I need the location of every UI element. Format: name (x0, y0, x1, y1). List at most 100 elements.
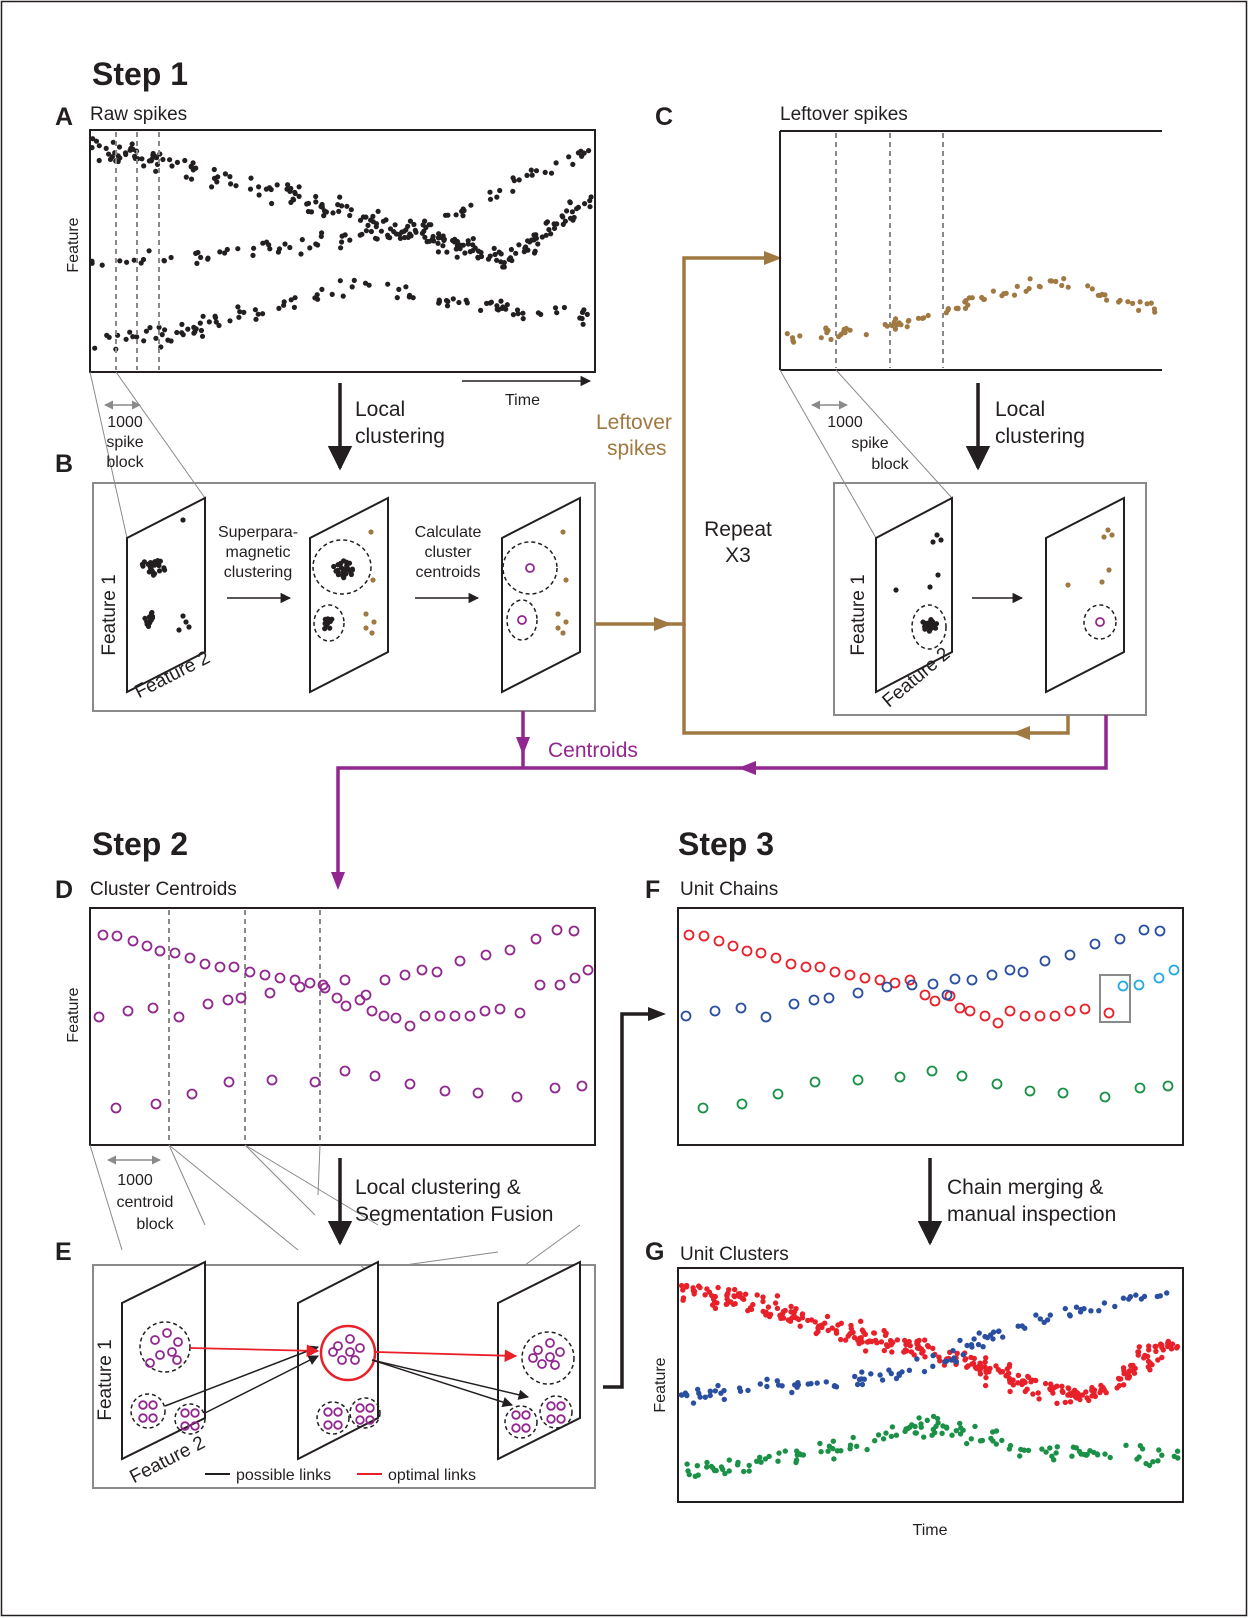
green-unit-spike (775, 1458, 781, 1464)
red-chain-marker (964, 1005, 976, 1017)
raw-spike (453, 238, 459, 244)
raw-spike (385, 281, 391, 287)
raw-spike (337, 194, 343, 200)
raw-spike (191, 330, 197, 336)
red-unit-spike (1115, 1375, 1122, 1382)
green-unit-spike (719, 1466, 726, 1473)
raw-spike (147, 325, 153, 331)
blue-unit-spike (896, 1371, 902, 1377)
raw-spike (131, 257, 137, 263)
red-unit-spike (1101, 1387, 1108, 1393)
spike-block-label-2: spike (106, 434, 143, 451)
blue-unit-spike (930, 1363, 936, 1370)
raw-spike (141, 338, 147, 344)
raw-spike (336, 208, 342, 214)
blue-unit-spike (1062, 1305, 1069, 1312)
raw-spike (292, 295, 298, 301)
green-chain-marker (1162, 1080, 1174, 1092)
red-unit-spike (824, 1313, 831, 1320)
raw-spike (165, 337, 171, 343)
repeat-label-2: X3 (725, 544, 751, 567)
raw-spike (422, 218, 428, 224)
raw-spike (256, 192, 262, 198)
green-unit-spike (935, 1420, 941, 1426)
step3-heading: Step 3 (678, 826, 774, 862)
raw-spike (227, 318, 233, 324)
c-axis-feature1: Feature 1 (848, 574, 869, 655)
feature-dot (148, 565, 154, 571)
raw-spike (236, 314, 242, 320)
centroid-marker (494, 1003, 506, 1015)
centroid-block-3: block (136, 1216, 174, 1233)
blue-unit-spike (682, 1390, 689, 1396)
centroid-marker (173, 1337, 183, 1347)
red-chain-marker (829, 966, 841, 978)
raw-spike (330, 210, 336, 216)
raw-spike (523, 244, 529, 250)
blue-unit-spike (1096, 1308, 1102, 1314)
leftover-spike (889, 323, 895, 329)
centroid-marker (416, 964, 428, 976)
red-unit-spike (1169, 1341, 1176, 1347)
red-unit-spike (797, 1323, 803, 1329)
blue-unit-spike (814, 1380, 820, 1386)
red-unit-spike (1030, 1391, 1036, 1397)
blue-unit-spike (795, 1382, 801, 1388)
centroid-marker (404, 1078, 416, 1090)
blue-unit-spike (960, 1352, 966, 1358)
red-unit-spike (1089, 1387, 1095, 1394)
feature-dot (150, 569, 156, 575)
raw-spike (368, 228, 374, 235)
green-unit-spike (1107, 1454, 1113, 1461)
green-unit-spike (825, 1448, 831, 1454)
panel-c-sub-box (833, 482, 1147, 716)
blue-chain-marker (1138, 924, 1150, 936)
red-unit-spike (1174, 1343, 1181, 1350)
raw-spike (281, 302, 287, 308)
leftover-flow (595, 251, 1070, 740)
leftover-spikes-plot (779, 130, 1162, 371)
leftover-spike (1102, 292, 1108, 298)
raw-spike (339, 239, 345, 245)
centroid-marker (545, 1352, 555, 1362)
blue-unit-spike (854, 1381, 861, 1388)
raw-spike (520, 310, 526, 316)
red-unit-spike (1042, 1380, 1049, 1387)
red-unit-spike (982, 1359, 988, 1365)
raw-spike (435, 240, 441, 246)
centroid-marker (172, 1355, 182, 1365)
centroid-marker (141, 940, 153, 952)
green-unit-spike (1156, 1447, 1162, 1453)
raw-spike (587, 204, 593, 210)
centroid-marker (534, 979, 546, 991)
raw-spike (405, 223, 411, 229)
raw-spike (156, 324, 162, 330)
green-unit-spike (762, 1456, 769, 1462)
leftover-spike (1061, 276, 1067, 282)
blue-chain-marker (1154, 925, 1166, 937)
green-unit-spike (826, 1443, 833, 1449)
red-unit-spike (838, 1320, 844, 1327)
green-unit-spike (875, 1432, 882, 1438)
red-unit-spike (1131, 1366, 1137, 1373)
raw-spike (492, 251, 498, 258)
red-unit-spike (829, 1325, 835, 1331)
unit-clusters-plot (677, 1267, 1184, 1503)
centroid-marker (294, 981, 306, 993)
panel-b-box (92, 482, 596, 712)
local-clustering-a-2: clustering (355, 425, 445, 448)
raw-spike (348, 207, 354, 213)
blue-chain-marker (680, 1010, 692, 1022)
b-method-3: clustering (224, 564, 292, 581)
leftover-spike (905, 318, 911, 324)
leftover-spike (1097, 292, 1103, 299)
raw-spike (139, 156, 145, 162)
red-unit-spike (894, 1337, 901, 1343)
raw-spike (253, 316, 259, 322)
raw-spike (190, 160, 196, 166)
green-unit-spike (847, 1442, 854, 1448)
red-unit-spike (1065, 1385, 1071, 1391)
blue-unit-spike (690, 1400, 697, 1406)
raw-spike (314, 292, 320, 298)
raw-spike (407, 218, 413, 224)
